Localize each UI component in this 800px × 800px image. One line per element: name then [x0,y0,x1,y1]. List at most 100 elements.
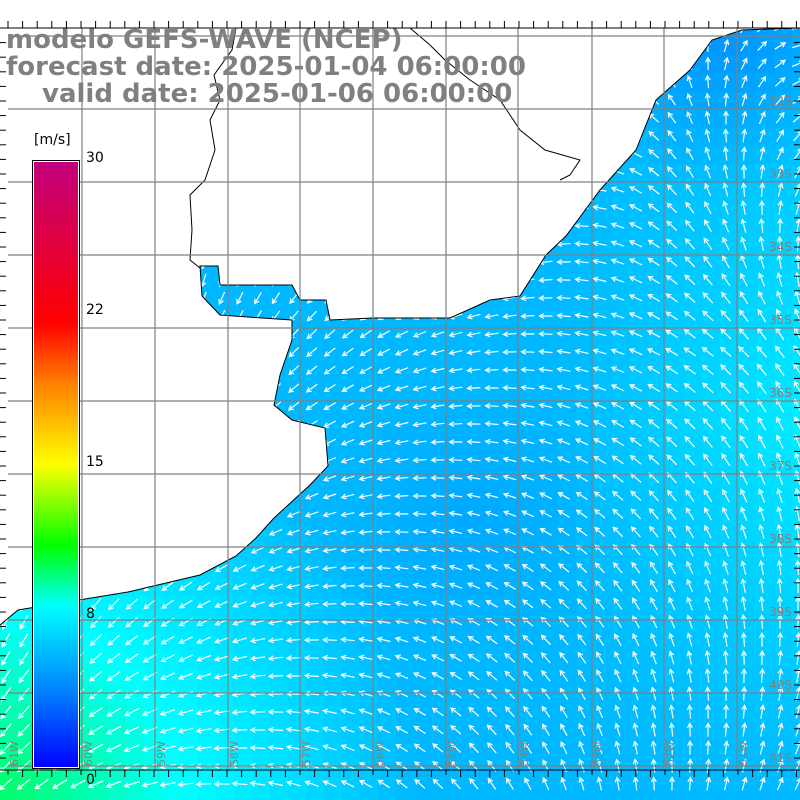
wind-arrow [232,600,247,608]
wind-arrow [306,329,318,340]
wind-arrow [650,740,657,755]
wind-arrow [123,726,140,735]
wind-arrow [395,779,408,789]
wind-arrow [394,367,409,374]
wind-arrow [267,637,283,644]
wind-arrow [195,745,212,752]
wind-arrow [538,277,553,284]
wind-arrow [340,565,355,572]
wind-arrow [792,78,800,86]
wind-arrow [254,147,261,162]
speed-cell [18,650,37,669]
speed-cell [684,308,703,327]
wind-arrow [449,203,462,213]
speed-cell [252,326,271,345]
speed-cell [36,794,55,800]
wind-arrow [164,381,172,396]
speed-cell [666,704,685,723]
speed-cell [252,506,271,525]
speed-cell [630,758,649,777]
speed-cell [630,722,649,741]
speed-cell [0,470,19,489]
speed-cell [216,578,235,597]
wind-arrow [575,527,588,537]
speed-cell [198,308,217,327]
speed-cell [126,326,145,345]
wind-arrow [777,613,783,629]
speed-cell [180,470,199,489]
wind-arrow [340,636,355,643]
wind-arrow [254,255,262,270]
speed-cell [378,146,397,165]
speed-cell [306,704,325,723]
wind-arrow [504,652,516,663]
wind-arrow [324,256,335,268]
wind-arrow [396,166,407,178]
wind-arrow [231,727,248,734]
speed-cell [234,380,253,399]
wind-arrow [177,781,194,788]
wind-arrow [614,650,622,665]
speed-cell [180,650,199,669]
speed-cell [450,290,469,309]
speed-cell [432,272,451,291]
speed-cell [792,344,800,363]
wind-arrow [128,381,135,396]
wind-arrow [448,385,463,392]
wind-arrow [395,294,408,302]
wind-arrow [19,633,29,648]
speed-cell [144,758,163,777]
speed-cell [0,110,19,129]
wind-arrow [574,312,589,319]
speed-cell [504,182,523,201]
wind-arrow [412,672,427,680]
wind-arrow [448,600,463,608]
speed-cell [522,182,541,201]
speed-cell [126,452,145,471]
speed-cell [126,488,145,507]
speed-cell [396,416,415,435]
speed-cell [126,668,145,687]
wind-arrow [593,455,607,465]
wind-arrow [559,669,569,682]
wind-arrow [231,655,248,662]
wind-arrow [1,166,11,179]
wind-arrow [200,345,208,359]
wind-arrow [722,182,729,197]
speed-cell [216,182,235,201]
wind-arrow [668,57,676,70]
speed-cell [126,272,145,291]
wind-arrow [719,346,732,358]
speed-cell [774,704,793,723]
wind-arrow [538,438,553,445]
speed-cell [450,722,469,741]
wind-arrow [2,524,9,541]
wind-arrow [376,475,391,482]
wind-arrow [146,399,154,414]
wind-arrow [164,417,172,431]
speed-cell [306,128,325,147]
speed-cell [414,380,433,399]
speed-cell [756,28,775,39]
speed-cell [144,182,163,201]
speed-cell [306,236,325,255]
speed-cell [342,398,361,417]
speed-cell [252,704,271,723]
wind-arrow [520,168,535,176]
longitude-label: 56W [373,741,386,766]
wind-arrow [178,599,193,609]
speed-cell [792,668,800,687]
wind-arrow [236,255,243,270]
wind-arrow [502,384,517,391]
speed-cell [126,110,145,129]
wind-arrow [1,669,11,684]
wind-arrow [686,632,693,647]
wind-arrow [538,169,553,176]
wind-arrow [231,637,248,644]
speed-cell [558,776,577,795]
wind-arrow [720,309,732,322]
wind-arrow [592,150,607,157]
wind-arrow [450,778,461,790]
speed-cell [450,146,469,165]
speed-cell [234,416,253,435]
